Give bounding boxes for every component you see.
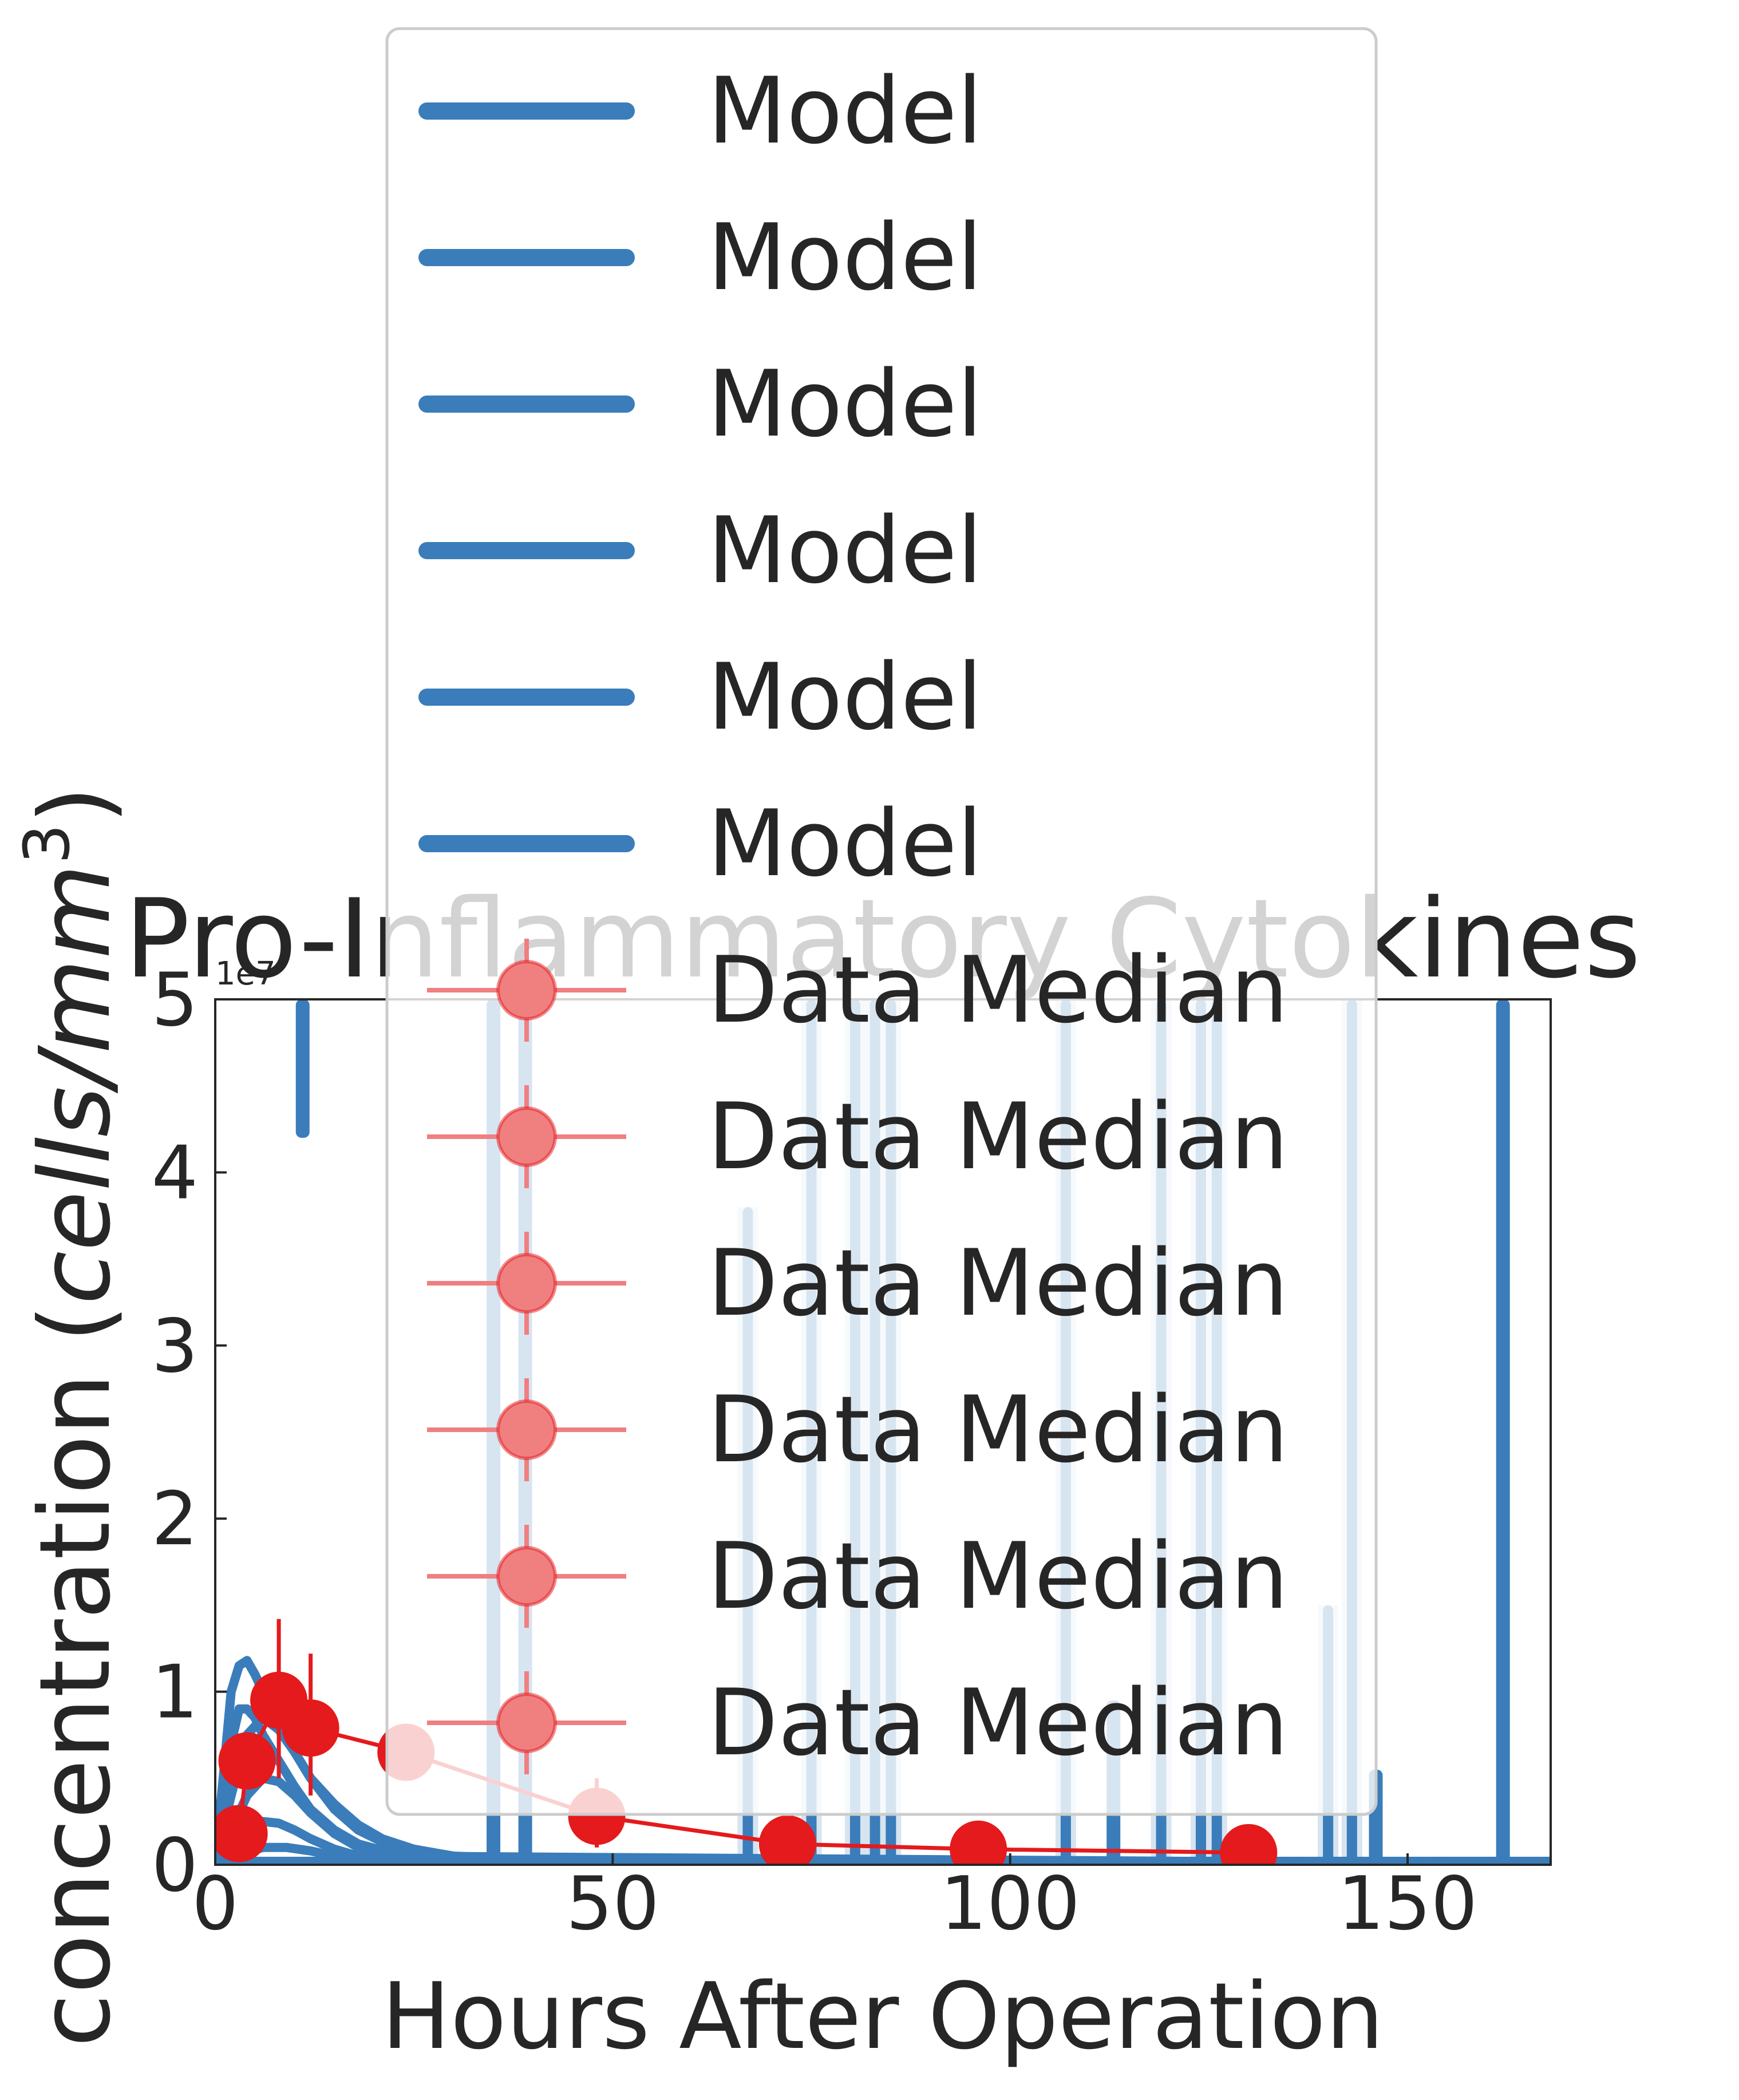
legend-data-marker [496,1546,557,1607]
legend-label: Model [708,204,982,311]
y-tick-label: 3 [152,1304,198,1389]
legend-data-marker [496,1399,557,1460]
y-tick-label: 4 [152,1130,198,1216]
legend-label: Data Median [708,1376,1289,1483]
legend-data-marker [496,960,557,1021]
data-median-point [218,1732,276,1790]
axis-ticks: 0 50 100 150 0 1 2 3 4 5 [152,958,1478,1947]
legend-frame [385,27,1378,1816]
legend: Model Model Model Model Model Model Data Media… [385,27,1378,1816]
x-tick-label: 150 [1338,1861,1477,1947]
model-spike [1496,999,1510,1865]
x-axis-label: Hours After Operation [382,1963,1384,2070]
legend-label: Data Median [708,1669,1289,1776]
legend-label: Model [708,350,982,457]
legend-label: Model [708,643,982,750]
legend-label: Data Median [708,1522,1289,1630]
x-tick-label: 0 [192,1861,238,1947]
model-spike [295,999,310,1138]
legend-label: Data Median [708,1083,1289,1190]
legend-label: Data Median [708,936,1289,1043]
legend-data-marker [496,1106,557,1167]
data-median-point [1220,1824,1278,1865]
legend-label: Model [708,790,982,897]
legend-label: Model [708,497,982,604]
y-tick-label: 0 [152,1823,198,1908]
data-median-point [758,1815,816,1865]
data-median-point [215,1805,268,1862]
legend-label: Model [708,57,982,164]
data-median-point [282,1699,339,1757]
y-axis-label: concentration (cells/mm3) [10,786,132,2047]
y-offset-text: 1e7 [215,955,276,992]
legend-data-marker [496,1692,557,1753]
legend-data-marker [496,1253,557,1314]
x-tick-label: 100 [940,1861,1080,1947]
data-median-point [950,1820,1007,1865]
legend-label: Data Median [708,1229,1289,1336]
y-tick-label: 1 [152,1650,198,1735]
y-tick-label: 5 [152,958,198,1043]
y-tick-label: 2 [152,1477,198,1562]
x-tick-label: 50 [566,1861,659,1947]
